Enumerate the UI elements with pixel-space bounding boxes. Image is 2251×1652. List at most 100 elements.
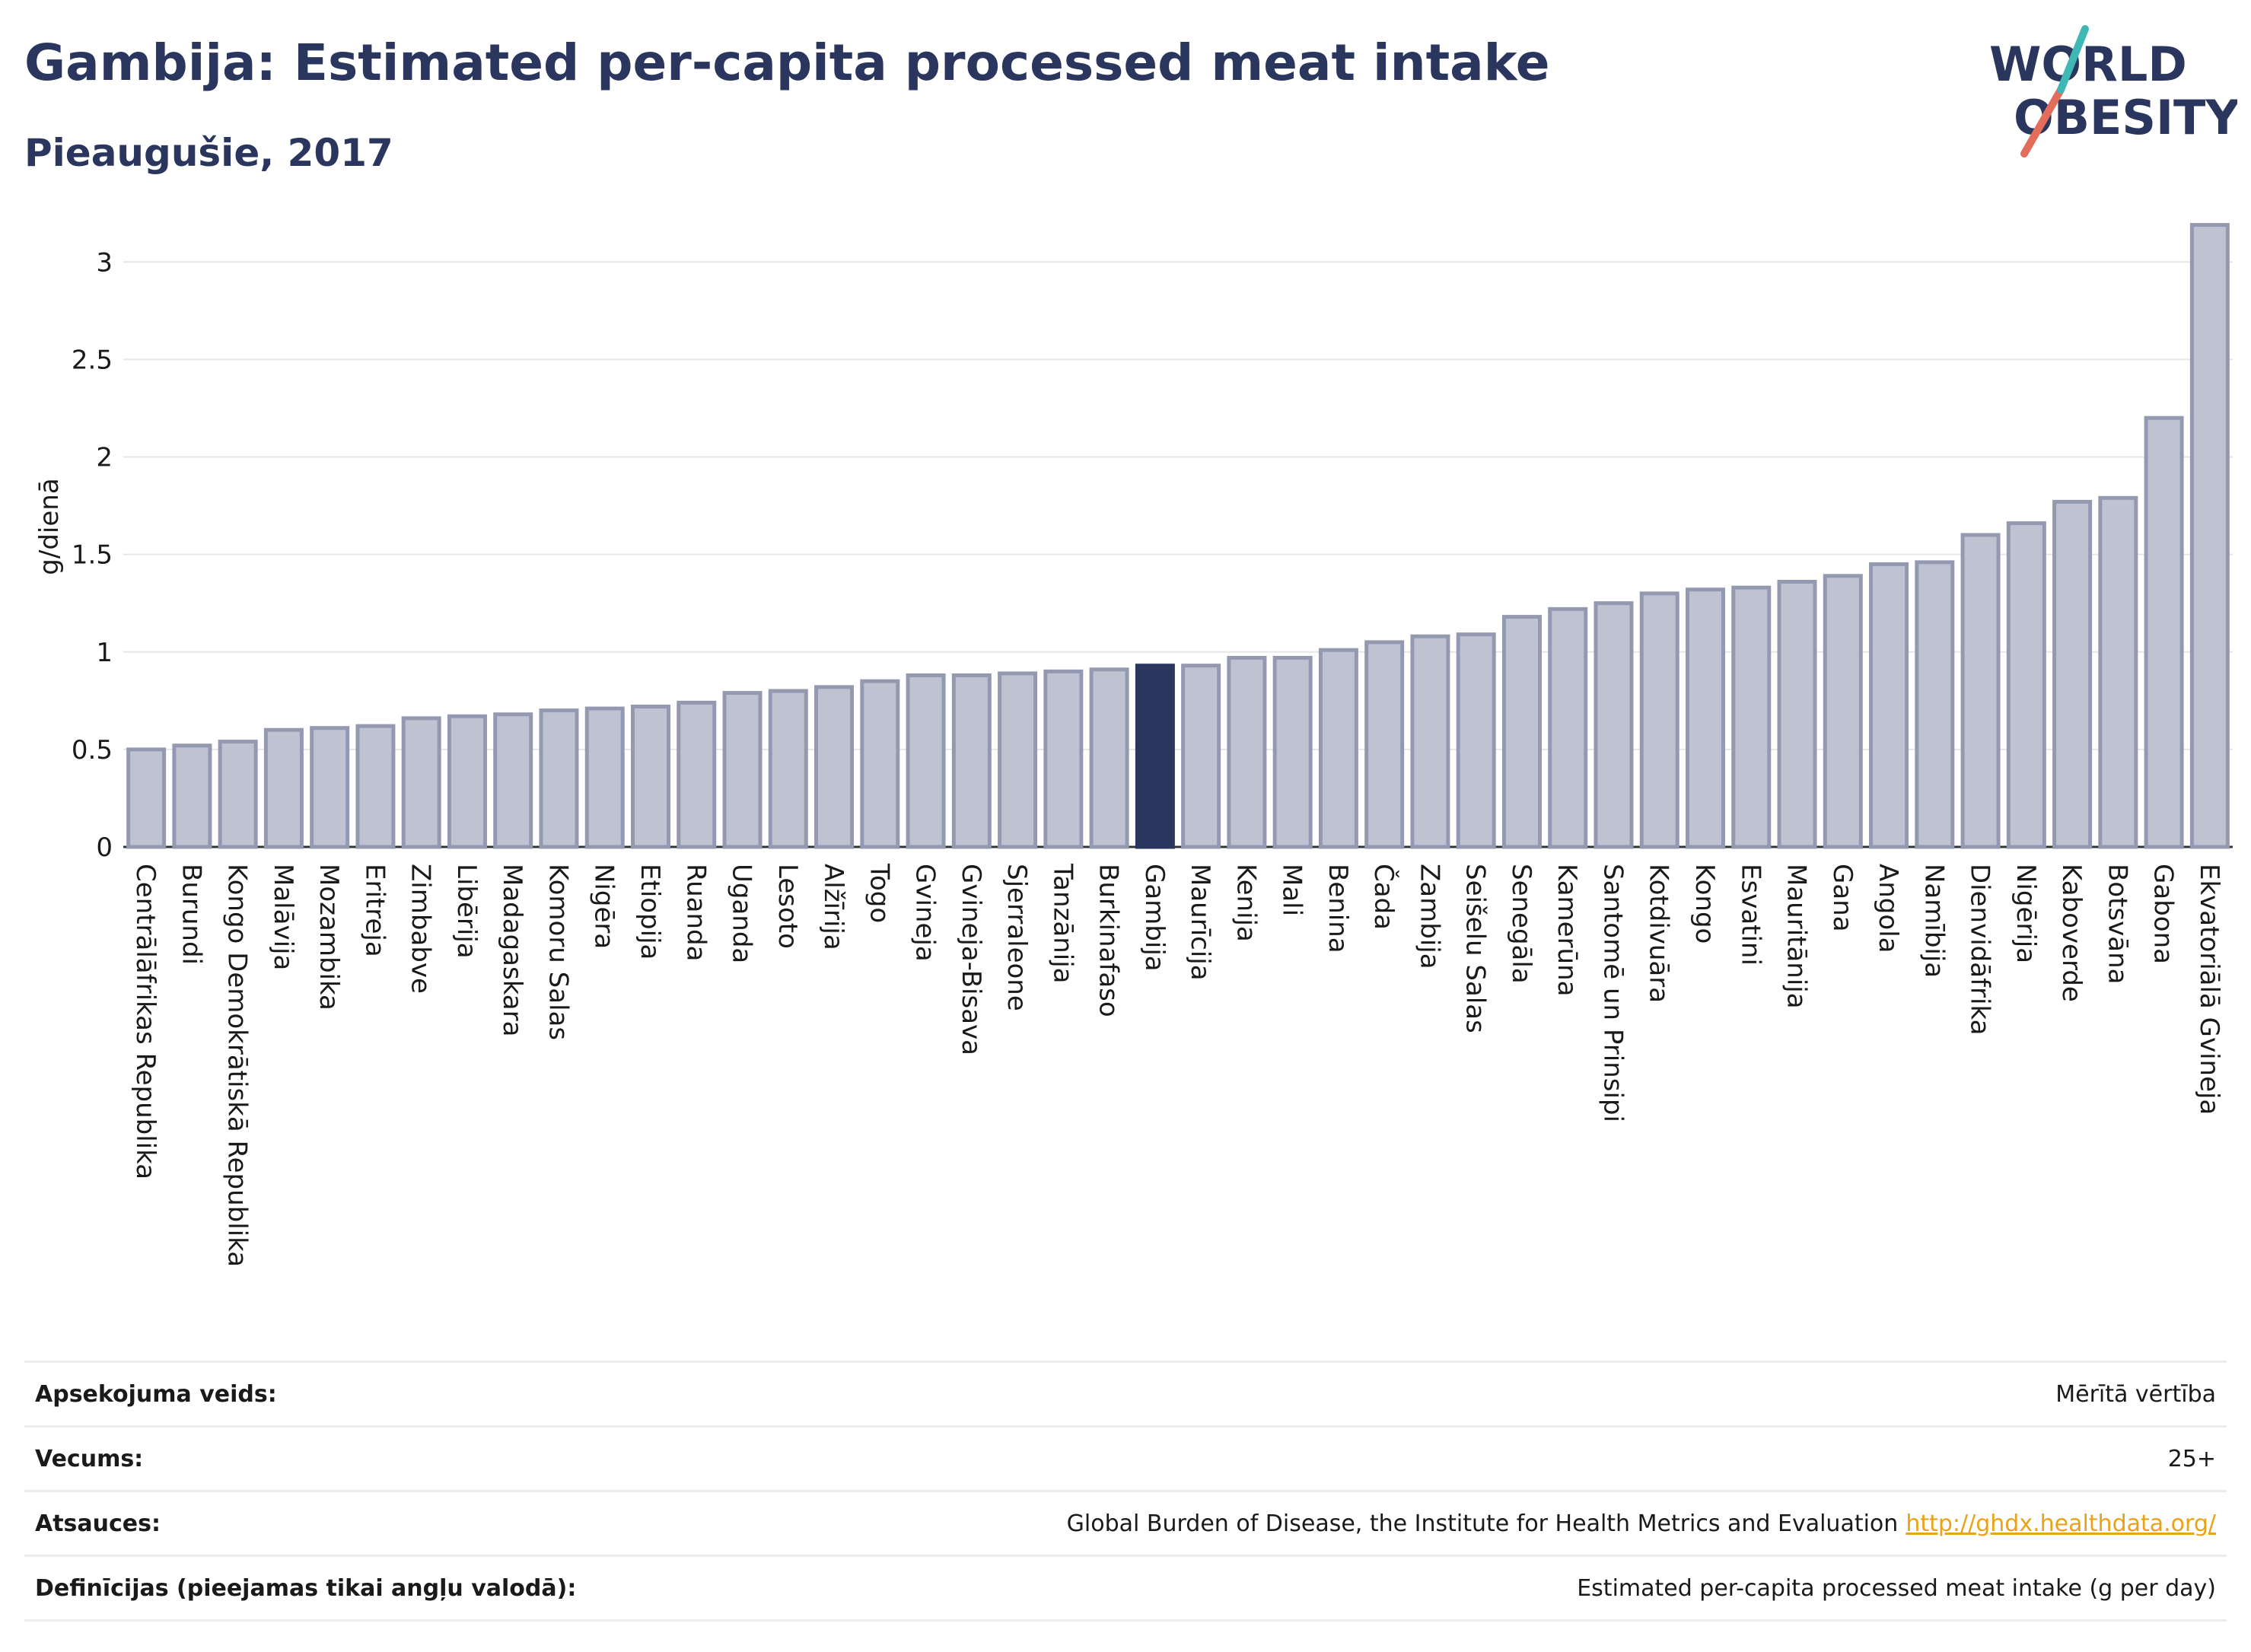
y-tick-label: 1 <box>96 638 113 668</box>
y-axis-label: g/dienā <box>34 478 65 575</box>
meta-value: Estimated per-capita processed meat inta… <box>1577 1574 2216 1602</box>
meta-row-definitions: Definīcijas (pieejamas tikai angļu valod… <box>24 1555 2227 1622</box>
x-tick-label: Komoru Salas <box>543 864 573 1040</box>
metadata-table: Apsekojuma veids: Mērītā vērtība Vecums:… <box>24 1361 2227 1622</box>
y-tick-label: 2 <box>96 443 113 473</box>
bar <box>401 716 441 849</box>
bar <box>1089 667 1129 849</box>
meta-value: Mērītā vērtība <box>2055 1380 2216 1408</box>
x-tick-label: Kongo <box>1689 864 1720 944</box>
x-tick-label: Mauritānija <box>1781 864 1812 1009</box>
bar <box>263 727 304 849</box>
bar <box>172 743 212 849</box>
bar <box>2052 499 2093 849</box>
x-tick-label: Dienvidāfrika <box>1965 864 1995 1035</box>
x-tick-label: Sjerraleone <box>1001 864 1032 1011</box>
x-tick-label: Gabona <box>2148 864 2179 964</box>
x-axis-labels: Centrālāfrikas Republika Burundi Kongo Dem… <box>130 863 2224 1267</box>
bar <box>1639 591 1679 849</box>
x-tick-label: Gvineja-Bisava <box>956 864 986 1055</box>
x-tick-label: Nigērija <box>2011 864 2041 963</box>
x-tick-label: Ekvatoriālā Gvineja <box>2194 864 2224 1115</box>
bar <box>1318 648 1358 849</box>
x-tick-label: Alžīrija <box>818 864 849 950</box>
x-tick-label: Senegāla <box>1506 864 1536 984</box>
bar <box>1823 574 1863 849</box>
x-tick-label: Madagaskara <box>497 864 527 1036</box>
x-tick-label: Ruanda <box>680 864 711 961</box>
bar <box>1960 533 2001 849</box>
bar <box>447 714 487 849</box>
bar <box>951 673 992 849</box>
reference-link[interactable]: http://ghdx.healthdata.org/ <box>1906 1510 2216 1537</box>
bar <box>1685 587 1726 849</box>
bar <box>1181 664 1221 849</box>
meta-label: Atsauces: <box>35 1510 161 1537</box>
meta-value-references: Global Burden of Disease, the Institute … <box>1067 1510 2227 1537</box>
logo-slash-teal <box>2057 25 2089 94</box>
x-tick-label: Kongo Demokrātiskā Republika <box>222 864 253 1267</box>
bar <box>539 708 579 849</box>
meta-row-references: Atsauces: Global Burden of Disease, the … <box>24 1490 2227 1555</box>
x-tick-label: Kotdivuāra <box>1644 864 1674 1003</box>
meta-label: Apsekojuma veids: <box>35 1380 277 1408</box>
bar <box>630 705 671 849</box>
bar <box>310 726 350 849</box>
meta-row-age: Vecums: 25+ <box>24 1425 2227 1490</box>
bar <box>355 724 396 849</box>
x-tick-label: Togo <box>864 863 894 923</box>
x-tick-label: Kenija <box>1231 864 1261 942</box>
bar <box>1456 632 1496 849</box>
x-tick-label: Mali <box>1277 864 1307 916</box>
bar <box>584 706 625 849</box>
bar <box>1915 560 1955 849</box>
bar <box>218 740 258 849</box>
bar <box>998 671 1038 849</box>
y-axis-ticks: 0 0.5 1 1.5 2 2.5 3 <box>72 247 113 863</box>
meta-label: Definīcijas (pieejamas tikai angļu valod… <box>35 1574 577 1602</box>
x-tick-label: Etiopija <box>635 864 665 960</box>
bar <box>1043 669 1084 849</box>
page-title: Gambija: Estimated per-capita processed … <box>24 33 1550 92</box>
bar <box>1410 634 1450 849</box>
reference-text: Global Burden of Disease, the Institute … <box>1066 1510 1899 1537</box>
chart-bars <box>126 223 2230 849</box>
bar <box>906 673 946 849</box>
x-tick-label: Čada <box>1368 864 1399 930</box>
x-tick-label: Gambija <box>1139 864 1170 972</box>
bar <box>1869 562 1909 849</box>
x-tick-label: Esvatini <box>1735 864 1765 966</box>
y-tick-label: 2.5 <box>72 345 113 375</box>
x-tick-label: Gana <box>1827 864 1858 932</box>
bar <box>768 689 808 849</box>
x-tick-label: Lesoto <box>772 864 803 949</box>
bar <box>2006 521 2046 849</box>
logo-line2: OBESITY <box>2014 90 2237 145</box>
x-tick-label: Eritreja <box>359 864 390 957</box>
bar <box>860 679 900 849</box>
x-tick-label: Mozambika <box>314 864 344 1011</box>
x-tick-label: Libērija <box>451 864 482 959</box>
bar <box>2189 223 2230 849</box>
y-tick-label: 1.5 <box>72 540 113 571</box>
bar-highlighted <box>1135 664 1175 849</box>
x-tick-label: Angola <box>1873 864 1903 953</box>
world-obesity-logo: WORLD OBESITY <box>1989 25 2237 158</box>
x-tick-label: Burkinafaso <box>1094 864 1124 1017</box>
bar <box>1548 606 1588 849</box>
bar <box>1364 640 1405 849</box>
x-tick-label: Centrālāfrikas Republika <box>130 864 161 1179</box>
bar <box>2144 415 2184 849</box>
bar <box>814 685 855 849</box>
logo-slash-coral <box>2020 86 2065 158</box>
bar <box>677 700 717 849</box>
x-tick-label: Botsvāna <box>2102 864 2132 985</box>
x-tick-label: Kamerūna <box>1552 864 1582 996</box>
x-tick-label: Santomē un Prinsipi <box>1597 864 1628 1122</box>
bar <box>1272 655 1313 849</box>
logo-line1: WORLD <box>1989 37 2187 92</box>
x-tick-label: Uganda <box>727 864 757 963</box>
meta-value: 25+ <box>2167 1445 2216 1472</box>
x-tick-label: Nigēra <box>589 864 619 949</box>
x-tick-label: Namībija <box>1918 864 1949 978</box>
